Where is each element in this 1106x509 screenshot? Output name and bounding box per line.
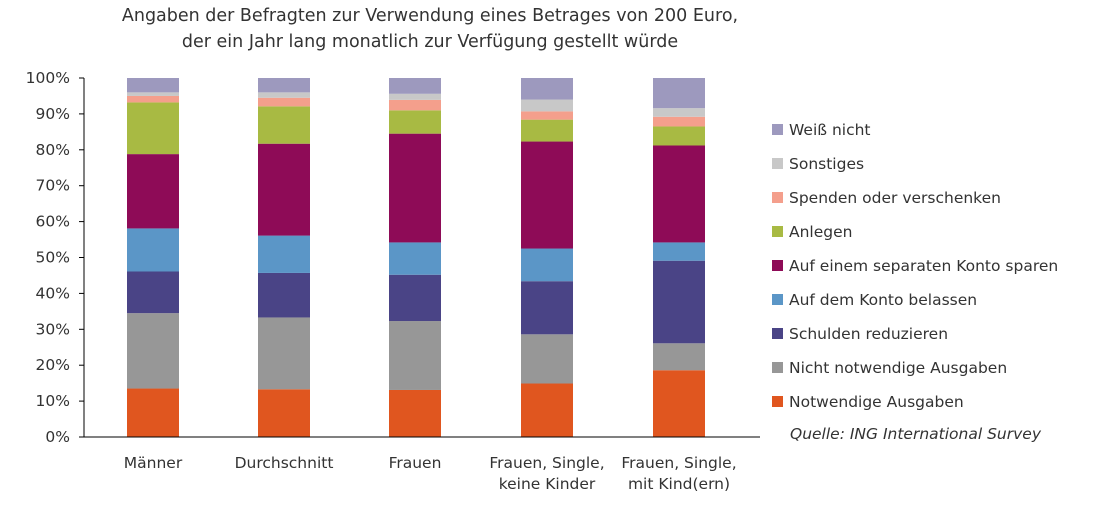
legend-label: Anlegen (789, 223, 853, 241)
legend-swatch (772, 260, 783, 271)
bar-segment-1-6 (127, 102, 179, 155)
legend-swatch (772, 192, 783, 203)
y-tick-label: 50% (36, 249, 70, 267)
source-note: Quelle: ING International Survey (790, 425, 1042, 443)
legend-swatch (772, 226, 783, 237)
legend-label: Schulden reduzieren (789, 325, 949, 343)
bar-segment-4-4 (521, 248, 573, 282)
bar-segment-2-6 (258, 106, 310, 144)
bar-segment-3-7 (389, 99, 441, 111)
bar-segment-2-3 (258, 272, 310, 318)
y-tick-label: 30% (36, 320, 70, 338)
bar-segment-1-4 (127, 228, 179, 272)
legend-swatch (772, 294, 783, 305)
legend-swatch (772, 124, 783, 135)
bar-segment-4-3 (521, 281, 573, 335)
bar-segment-5-9 (653, 78, 705, 109)
legend-swatch (772, 396, 783, 407)
legend-swatch (772, 158, 783, 169)
bar-segment-4-2 (521, 334, 573, 384)
bar-segment-2-9 (258, 78, 310, 93)
bar-segment-4-1 (521, 383, 573, 437)
chart-title-line-2: der ein Jahr lang monatlich zur Verfügun… (181, 32, 679, 52)
bar-segment-2-7 (258, 97, 310, 107)
x-tick-label: Durchschnitt (235, 454, 334, 472)
y-tick-labels: 0% 10% 20% 30% 40% 50% 60% 70% 80% 90% 100% (26, 69, 70, 446)
y-tick-label: 80% (36, 141, 70, 159)
y-tick-label: 20% (36, 356, 70, 374)
bar-segment-5-5 (653, 145, 705, 243)
x-tick-label: Männer (124, 454, 183, 472)
bar-segment-5-1 (653, 370, 705, 437)
bar-segment-3-5 (389, 133, 441, 243)
legend-label: Nicht notwendige Ausgaben (789, 359, 1008, 377)
bar-segment-5-6 (653, 126, 705, 146)
y-tick-label: 40% (36, 284, 70, 302)
y-tick-label: 10% (36, 392, 70, 410)
bar-segment-3-8 (389, 93, 441, 100)
bar-segment-3-6 (389, 110, 441, 134)
legend-label: Notwendige Ausgaben (789, 393, 964, 411)
axes-layer (79, 77, 760, 438)
bar-segment-4-5 (521, 141, 573, 249)
y-tick-label: 90% (36, 105, 70, 123)
chart-title: Angaben der Befragten zur Verwendung ein… (110, 3, 750, 55)
y-tick-label: 0% (45, 428, 70, 446)
x-tick-label: Frauen (389, 454, 442, 472)
bar-segment-1-8 (127, 92, 179, 96)
bar-segment-2-2 (258, 317, 310, 390)
bar-segment-1-3 (127, 271, 179, 314)
bar-segment-1-1 (127, 388, 179, 437)
x-tick-label: keine Kinder (499, 475, 596, 493)
bar-segment-1-7 (127, 95, 179, 103)
bar-segment-4-6 (521, 119, 573, 142)
bar-segment-5-4 (653, 242, 705, 261)
bar-segment-2-4 (258, 235, 310, 273)
x-tick-label: mit Kind(ern) (628, 475, 730, 493)
bar-segment-3-1 (389, 389, 441, 437)
bar-segment-1-9 (127, 78, 179, 93)
legend-swatch (772, 362, 783, 373)
stacked-bar-chart: 0% 10% 20% 30% 40% 50% 60% 70% 80% 90% 100% Männer… (26, 69, 760, 493)
x-tick-label: Frauen, Single, (621, 454, 736, 472)
legend-swatch (772, 328, 783, 339)
bar-segment-5-3 (653, 260, 705, 344)
bar-segment-1-5 (127, 154, 179, 229)
bar-segment-5-7 (653, 116, 705, 127)
legend-label: Auf einem separaten Konto sparen (789, 257, 1059, 275)
legend-label: Spenden oder verschenken (789, 189, 1001, 207)
y-tick-label: 100% (26, 69, 70, 87)
bar-segment-5-8 (653, 108, 705, 117)
x-tick-labels: Männer Durchschnitt Frauen Frauen, Single, k… (124, 454, 737, 493)
bar-segment-2-8 (258, 92, 310, 98)
bar-segment-4-7 (521, 111, 573, 120)
x-tick-label: Frauen, Single, (489, 454, 604, 472)
legend-label: Weiß nicht (789, 121, 871, 139)
bar-segment-3-4 (389, 242, 441, 275)
legend-label: Auf dem Konto belassen (789, 291, 978, 309)
bars-layer (127, 78, 705, 437)
bar-segment-3-3 (389, 274, 441, 322)
bar-segment-4-9 (521, 78, 573, 100)
bar-segment-2-5 (258, 143, 310, 236)
chart-title-line-1: Angaben der Befragten zur Verwendung ein… (121, 6, 739, 26)
bar-segment-1-2 (127, 313, 179, 389)
bar-segment-2-1 (258, 389, 310, 437)
y-tick-label: 70% (36, 177, 70, 195)
bar-segment-3-2 (389, 321, 441, 390)
legend-label: Sonstiges (789, 155, 865, 173)
bar-segment-3-9 (389, 78, 441, 94)
bar-segment-5-2 (653, 343, 705, 371)
bar-segment-4-8 (521, 99, 573, 112)
y-tick-label: 60% (36, 213, 70, 231)
